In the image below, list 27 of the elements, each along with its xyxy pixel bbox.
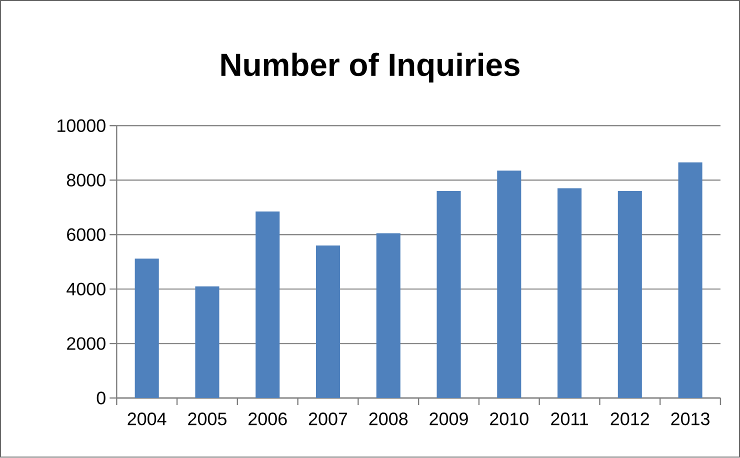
bar <box>678 162 702 398</box>
bar <box>376 233 400 398</box>
y-tick-label: 6000 <box>67 228 106 242</box>
x-tick-label: 2006 <box>248 412 287 426</box>
x-tick-label: 2013 <box>671 412 710 426</box>
bar <box>558 188 582 398</box>
x-tick-label: 2007 <box>308 412 348 426</box>
x-tick-label: 2009 <box>430 412 468 426</box>
chart-title: Number of Inquiries <box>221 52 520 83</box>
bar <box>436 191 461 398</box>
bar <box>497 170 522 398</box>
y-tick-label: 0 <box>96 392 106 405</box>
y-tick-label: 8000 <box>66 174 106 187</box>
x-tick-label: 2012 <box>610 412 649 426</box>
bar <box>316 246 340 398</box>
x-tick-label: 2011 <box>551 412 588 426</box>
x-tick-label: 2004 <box>128 412 166 426</box>
bar <box>195 286 220 398</box>
y-tick-label: 4000 <box>66 282 106 296</box>
x-tick-label: 2008 <box>369 412 408 426</box>
y-tick-label: 10000 <box>58 119 106 132</box>
bar <box>134 258 159 398</box>
bar <box>256 212 280 398</box>
y-tick-label: 2000 <box>67 337 106 350</box>
bar <box>618 191 642 398</box>
x-tick-label: 2005 <box>188 412 226 426</box>
x-tick-label: 2010 <box>490 412 528 426</box>
